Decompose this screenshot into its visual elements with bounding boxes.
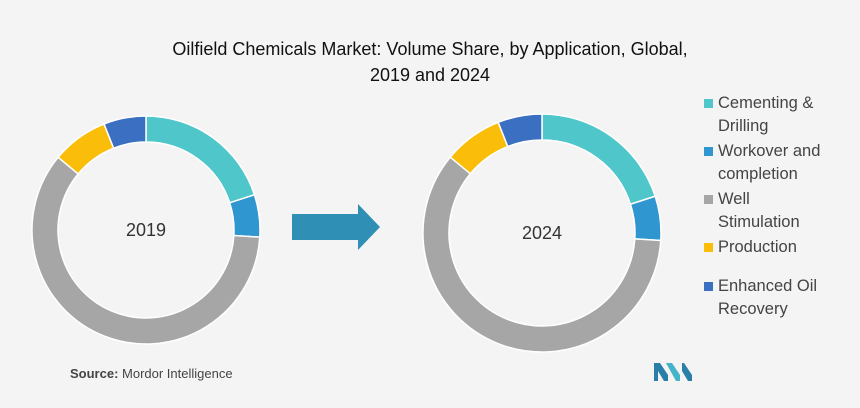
donut-2019: 2019 <box>31 115 261 345</box>
legend-item-workover-completion: Workover and completion <box>704 140 854 186</box>
legend-item-enhanced-oil-recovery: Enhanced Oil Recovery <box>704 275 854 321</box>
legend-label: Enhanced Oil Recovery <box>718 277 818 318</box>
slice-2024-well-stimulation <box>422 156 662 353</box>
legend-label: Production <box>718 238 797 256</box>
legend-label: Cementing & Drilling <box>718 94 814 135</box>
slice-2019-well-stimulation <box>31 156 261 345</box>
slice-2024-enhanced-oil-recovery <box>497 113 543 148</box>
chart-title-line2: 2019 and 2024 <box>369 65 491 85</box>
legend-item-well-stimulation: Well Stimulation <box>704 188 854 234</box>
legend-item-cementing-drilling: Cementing & Drilling <box>704 92 854 138</box>
legend-swatch <box>704 195 713 204</box>
slice-2019-enhanced-oil-recovery <box>103 115 147 150</box>
legend: Cementing & Drilling Workover and completi… <box>704 92 854 323</box>
source-label: Source: <box>70 366 119 381</box>
source-text: Mordor Intelligence <box>118 366 233 381</box>
donut-center-label: 2019 <box>126 220 166 240</box>
legend-swatch <box>704 282 713 291</box>
slice-2019-cementing-drilling <box>145 115 256 204</box>
donut-2024: 2024 <box>422 113 662 353</box>
legend-swatch <box>704 147 713 156</box>
source-note: Source: Mordor Intelligence <box>70 366 233 381</box>
legend-swatch <box>704 99 713 108</box>
slice-2019-workover-completion <box>228 193 261 238</box>
slice-2024-workover-completion <box>629 195 662 242</box>
right-arrow-icon <box>292 204 380 250</box>
legend-swatch <box>704 243 713 252</box>
chart-title: Oilfield Chemicals Market: Volume Share,… <box>0 36 860 88</box>
donut-center-label: 2024 <box>522 223 562 243</box>
slice-2024-cementing-drilling <box>541 113 657 206</box>
chart-title-line1: Oilfield Chemicals Market: Volume Share,… <box>172 39 688 59</box>
mordor-logo-icon <box>654 363 692 381</box>
legend-label: Workover and completion <box>718 142 821 183</box>
legend-item-production: Production <box>704 236 854 259</box>
legend-label: Well Stimulation <box>718 190 800 231</box>
